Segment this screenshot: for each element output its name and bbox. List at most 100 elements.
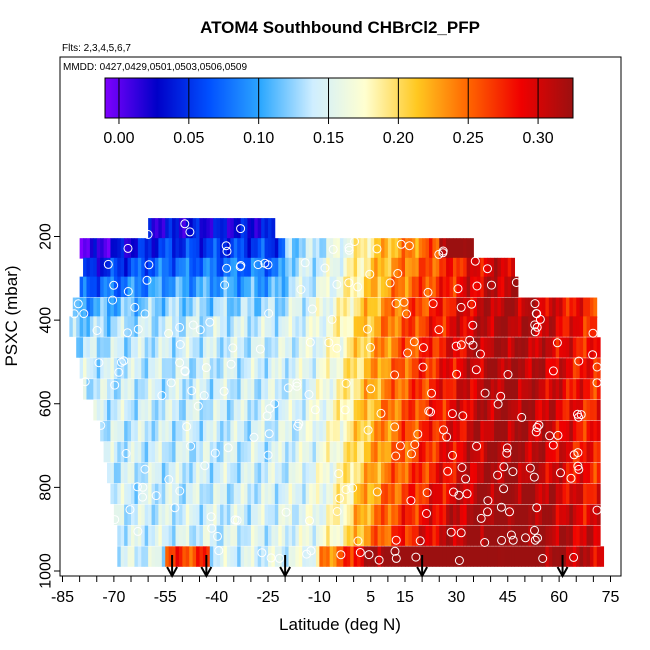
heatmap-cell <box>192 257 197 279</box>
heatmap-cell <box>504 462 509 484</box>
heatmap-cell <box>158 297 163 319</box>
sample-marker <box>506 530 516 540</box>
heatmap-cell <box>350 462 355 484</box>
heatmap-cell <box>209 483 214 505</box>
heatmap-cell <box>569 546 574 567</box>
heatmap-cell <box>401 316 406 337</box>
heatmap-cell <box>439 546 444 567</box>
sample-marker <box>452 369 462 379</box>
heatmap-cell <box>473 441 478 463</box>
heatmap-cell <box>107 358 111 379</box>
heatmap-cell <box>562 316 567 337</box>
heatmap-cell <box>302 297 307 319</box>
heatmap-cell <box>192 483 197 505</box>
heatmap-cell <box>110 462 115 484</box>
heatmap-cell <box>154 358 159 379</box>
heatmap-cell <box>511 504 516 525</box>
heatmap-cell <box>490 399 495 421</box>
heatmap-cell <box>463 525 468 546</box>
heatmap-cell <box>394 257 399 279</box>
heatmap-cell <box>100 420 104 442</box>
heatmap-cell <box>322 546 327 567</box>
heatmap-cell <box>322 399 327 421</box>
sample-marker <box>393 269 403 278</box>
heatmap-cell <box>127 483 132 505</box>
sample-marker <box>483 507 492 517</box>
chart-title: ATOM4 Southbound CHBrCl2_PFP <box>200 18 480 37</box>
heatmap-cell <box>124 297 128 319</box>
heatmap-cell <box>213 441 218 463</box>
heatmap-cell <box>497 358 502 379</box>
heatmap-cell <box>86 297 91 319</box>
sample-marker <box>532 503 542 513</box>
heatmap-cell <box>418 379 423 400</box>
heatmap-cell <box>305 316 310 337</box>
heatmap-cell <box>394 316 399 337</box>
heatmap-cell <box>535 462 539 484</box>
heatmap-cell <box>144 420 149 442</box>
heatmap-cell <box>309 358 313 379</box>
heatmap-cell <box>226 257 231 279</box>
sample-marker <box>422 488 432 498</box>
heatmap-cell <box>144 358 149 379</box>
heatmap-cell <box>302 238 307 259</box>
heatmap-cell <box>446 316 450 337</box>
sample-marker <box>548 366 558 376</box>
heatmap-cell <box>144 238 149 259</box>
heatmap-cell <box>470 337 474 358</box>
heatmap-cell <box>401 525 406 546</box>
heatmap-cell <box>298 257 303 279</box>
heatmap-cell <box>131 297 135 319</box>
heatmap-cell <box>230 420 235 442</box>
heatmap-cell <box>494 379 498 400</box>
heatmap-cell <box>312 420 317 442</box>
heatmap-cell <box>172 337 176 358</box>
heatmap-cell <box>442 525 447 546</box>
heatmap-cell <box>363 462 368 484</box>
heatmap-cell <box>394 546 399 567</box>
heatmap-cell <box>387 399 392 421</box>
heatmap-cell <box>206 483 211 505</box>
heatmap-cell <box>346 546 351 567</box>
heatmap-cell <box>459 337 464 358</box>
heatmap-cell <box>172 276 176 298</box>
sample-marker <box>164 475 174 484</box>
heatmap-cell <box>165 441 170 463</box>
heatmap-cell <box>230 379 235 400</box>
heatmap-cell <box>518 297 522 319</box>
heatmap-cell <box>381 441 385 463</box>
heatmap-cell <box>305 337 310 358</box>
heatmap-cell <box>291 238 296 259</box>
heatmap-cell <box>418 238 423 259</box>
heatmap-cell <box>415 504 420 525</box>
sample-marker <box>108 295 118 305</box>
heatmap-cell <box>120 483 125 505</box>
heatmap-cell <box>504 546 509 567</box>
heatmap-cell <box>422 379 426 400</box>
heatmap-cell <box>507 276 512 298</box>
heatmap-cell <box>148 358 152 379</box>
heatmap-cell <box>117 399 122 421</box>
heatmap-cell <box>274 420 279 442</box>
heatmap-cell <box>500 358 505 379</box>
heatmap-cell <box>381 337 385 358</box>
heatmap-cell <box>72 297 77 319</box>
heatmap-cell <box>483 276 488 298</box>
heatmap-cell <box>309 297 313 319</box>
heatmap-cell <box>446 358 450 379</box>
heatmap-cell <box>213 238 218 259</box>
heatmap-cell <box>178 546 183 567</box>
heatmap-cell <box>185 462 190 484</box>
heatmap-cell <box>459 462 464 484</box>
heatmap-cell <box>497 525 502 546</box>
heatmap-cell <box>387 483 392 505</box>
heatmap-cell <box>446 546 450 567</box>
heatmap-cell <box>367 441 372 463</box>
heatmap-cell <box>127 337 132 358</box>
heatmap-cell <box>233 358 238 379</box>
heatmap-cell <box>500 420 505 442</box>
heatmap-cell <box>446 297 450 319</box>
heatmap-cell <box>565 420 570 442</box>
colorbar-tick-label: 0.10 <box>243 130 274 147</box>
heatmap-cell <box>583 483 587 505</box>
